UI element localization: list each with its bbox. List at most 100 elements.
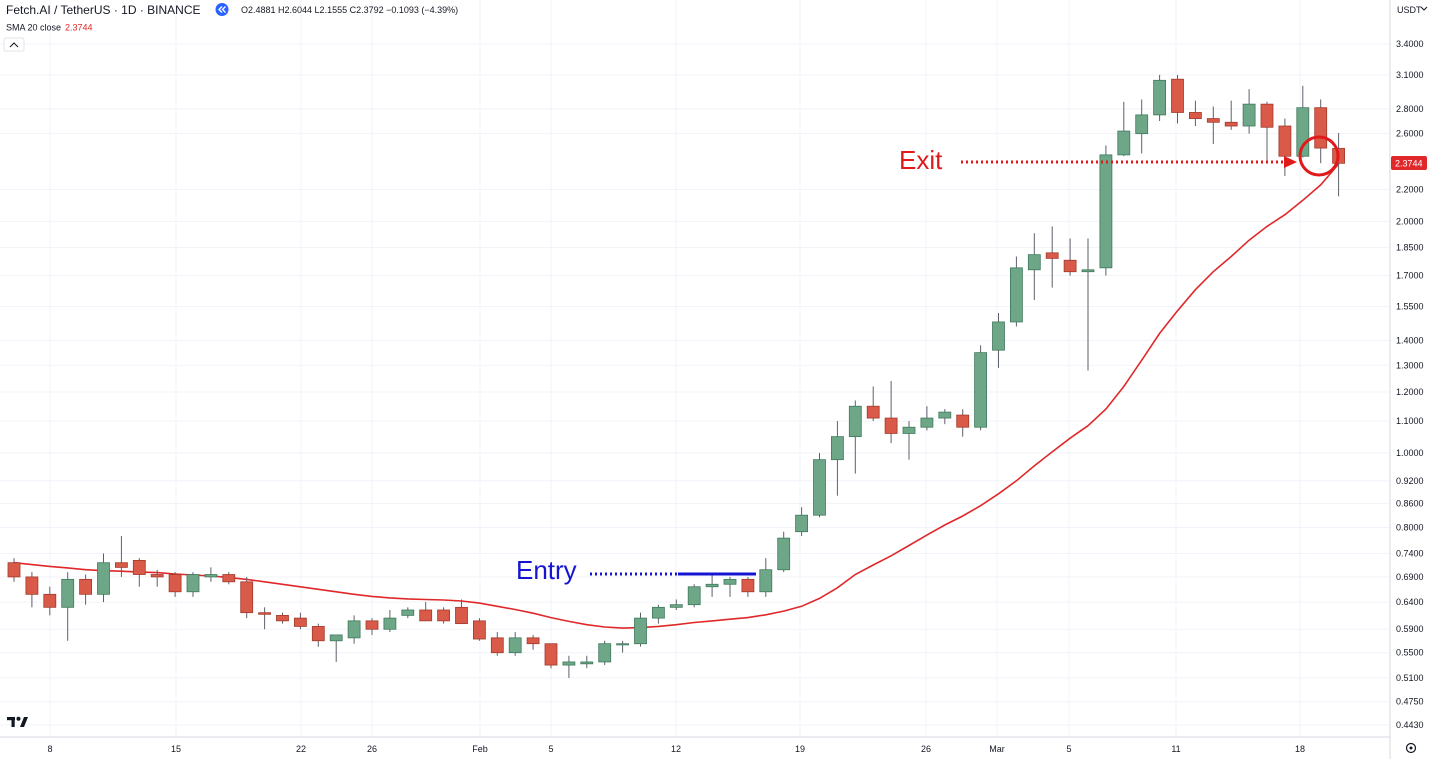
candle	[150, 569, 164, 587]
candle-body	[79, 578, 92, 595]
candle	[490, 632, 504, 656]
gear-icon[interactable]	[1405, 742, 1417, 754]
price-tick-label: 0.6900	[1396, 572, 1424, 582]
candle	[1242, 89, 1256, 134]
candle-body	[866, 405, 880, 419]
time-tick-label: Mar	[989, 744, 1005, 754]
candle	[884, 381, 898, 444]
collapse-indicators-button[interactable]	[3, 37, 25, 52]
price-tick-label: 1.4000	[1396, 335, 1424, 345]
candle-body	[204, 574, 218, 578]
candle	[258, 607, 272, 630]
candle	[1153, 74, 1166, 122]
candle-body	[759, 569, 773, 593]
candle	[472, 618, 486, 641]
candle-body	[437, 609, 451, 622]
price-tick-label: 1.8500	[1396, 242, 1424, 252]
candle-body	[1171, 78, 1184, 113]
candle-body	[293, 617, 307, 627]
currency-label[interactable]: USDT	[1397, 5, 1422, 15]
candle-body	[848, 405, 862, 438]
candle-body	[831, 436, 844, 461]
time-axis[interactable]: 8 15 22 26 Feb 5 12 19 26 Mar 5 11 18	[47, 744, 1305, 754]
candle-body	[222, 574, 236, 583]
price-tick-label: 3.4000	[1396, 39, 1424, 49]
candle-body	[1027, 254, 1041, 271]
price-tick-label: 3.1000	[1396, 70, 1424, 80]
candle-body	[669, 604, 683, 608]
candle-body	[1063, 259, 1077, 273]
candle-body	[598, 643, 612, 663]
candle	[687, 584, 701, 608]
chevron-down-icon[interactable]	[1420, 6, 1428, 11]
candle	[1206, 106, 1220, 145]
candle-body	[150, 574, 164, 578]
price-tick-label: 2.2000	[1396, 184, 1424, 194]
candle	[544, 643, 558, 669]
candle	[526, 634, 540, 650]
candle-body	[813, 459, 826, 516]
candle-body	[276, 614, 289, 622]
price-tick-label: 0.5900	[1396, 624, 1424, 634]
candle	[777, 531, 791, 573]
candle-body	[419, 609, 433, 622]
time-tick-label: 18	[1295, 744, 1305, 754]
candle-body	[1099, 154, 1113, 269]
candle	[580, 655, 594, 669]
candle	[652, 604, 665, 624]
time-tick-label: 5	[548, 744, 553, 754]
current-price-tag	[1391, 156, 1427, 170]
candle	[7, 558, 21, 582]
candles	[7, 74, 1345, 678]
candle	[669, 599, 683, 610]
candle	[723, 576, 737, 597]
candle-body	[723, 578, 737, 585]
price-tick-label: 1.0000	[1396, 448, 1424, 458]
candle	[168, 572, 182, 597]
candle-body	[652, 606, 665, 619]
candle-body	[472, 620, 486, 640]
candle	[455, 599, 468, 625]
candle	[920, 406, 934, 431]
candle-body	[795, 514, 808, 533]
candle	[562, 655, 576, 678]
candle-body	[544, 643, 558, 666]
candle-body	[258, 612, 272, 615]
time-tick-label: 26	[367, 744, 377, 754]
candle-body	[61, 578, 75, 608]
candle	[1117, 101, 1131, 157]
time-tick-label: 11	[1171, 744, 1180, 754]
candle	[705, 574, 719, 597]
candle	[813, 452, 826, 518]
symbol-title[interactable]: Fetch.AI / TetherUS · 1D · BINANCE	[6, 3, 201, 17]
price-tick-label: 0.8600	[1396, 498, 1424, 508]
candle	[132, 558, 146, 587]
exit-label: Exit	[899, 145, 943, 175]
candle-body	[7, 562, 21, 578]
candle	[759, 558, 773, 597]
candle	[1063, 238, 1077, 276]
candle-body	[992, 321, 1005, 351]
price-tick-label: 0.6400	[1396, 597, 1424, 607]
price-tick-label: 0.8000	[1396, 522, 1424, 532]
price-axis[interactable]: 0.4430 0.4750 0.5100 0.5500 0.5900 0.6400 0.69…	[1396, 39, 1424, 730]
candle-body	[401, 609, 415, 616]
candle-body	[884, 417, 898, 434]
candle	[419, 602, 433, 622]
candle	[634, 612, 647, 647]
candle	[1027, 233, 1041, 301]
candle-body	[580, 661, 594, 665]
candle-body	[186, 574, 200, 593]
candle	[25, 572, 39, 608]
chevron-up-icon	[9, 42, 19, 48]
candle	[616, 640, 629, 653]
time-tick-label: 26	[921, 744, 931, 754]
sma-legend-label[interactable]: SMA 20 close	[6, 23, 61, 33]
price-tick-label: 1.3000	[1396, 360, 1424, 370]
ohlc-readout: O2.4881 H2.6044 L2.1555 C2.3792 −0.1093 …	[241, 5, 458, 15]
candle-body	[168, 574, 182, 593]
time-tick-label: 22	[296, 744, 306, 754]
price-tick-label: 0.4430	[1396, 720, 1424, 730]
